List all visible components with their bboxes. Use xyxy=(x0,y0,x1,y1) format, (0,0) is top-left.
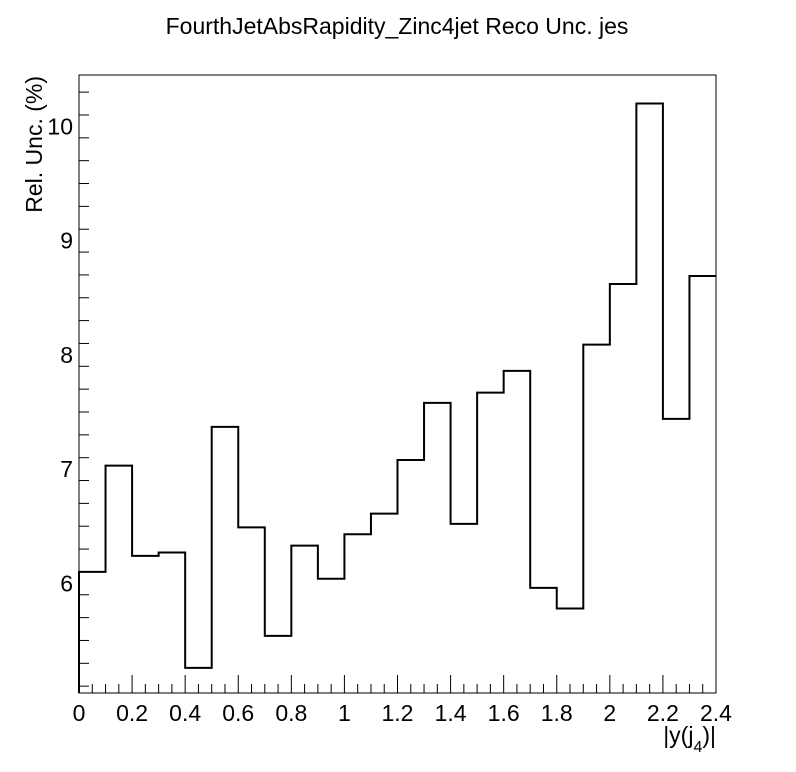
x-tick-label: 1.4 xyxy=(435,700,467,726)
x-tick-label: 2 xyxy=(603,700,616,726)
x-tick-label: 2.4 xyxy=(700,700,732,726)
x-tick-label: 1.6 xyxy=(488,700,520,726)
x-tick-label: 0.8 xyxy=(275,700,307,726)
y-tick-label: 6 xyxy=(60,570,73,596)
y-tick-labels: 6 7 8 9 10 xyxy=(47,113,73,596)
x-tick-label: 1.2 xyxy=(382,700,414,726)
x-tick-labels: 0 0.2 0.4 0.6 0.8 1 1.2 1.4 1.6 1.8 2 2.2 2.4 xyxy=(73,700,733,726)
y-tick-label: 10 xyxy=(47,113,73,139)
x-axis-label: |y(j4)| xyxy=(663,722,716,756)
x-tick-label: 0 xyxy=(73,700,86,726)
y-axis-label: Rel. Unc. (%) xyxy=(21,76,47,213)
x-tick-label: 1.8 xyxy=(541,700,573,726)
histogram-bins xyxy=(79,104,716,668)
x-tick-label: 2.2 xyxy=(647,700,679,726)
y-axis-ticks xyxy=(79,91,89,687)
x-tick-label: 0.4 xyxy=(169,700,201,726)
y-tick-label: 7 xyxy=(60,456,73,482)
x-tick-label: 1 xyxy=(338,700,351,726)
x-tick-label: 0.6 xyxy=(222,700,254,726)
y-tick-label: 9 xyxy=(60,228,73,254)
x-axis-ticks xyxy=(78,675,717,693)
chart-title: FourthJetAbsRapidity_Zinc4jet Reco Unc. … xyxy=(166,13,629,39)
x-axis-label-main: |y(j xyxy=(663,722,693,748)
y-tick-label: 8 xyxy=(60,342,73,368)
plot-frame xyxy=(78,74,717,694)
histogram-step-line xyxy=(78,102,716,693)
x-axis-label-subscript: 4 xyxy=(693,739,702,756)
x-axis-label-end: )| xyxy=(702,722,716,748)
x-tick-label: 0.2 xyxy=(116,700,148,726)
